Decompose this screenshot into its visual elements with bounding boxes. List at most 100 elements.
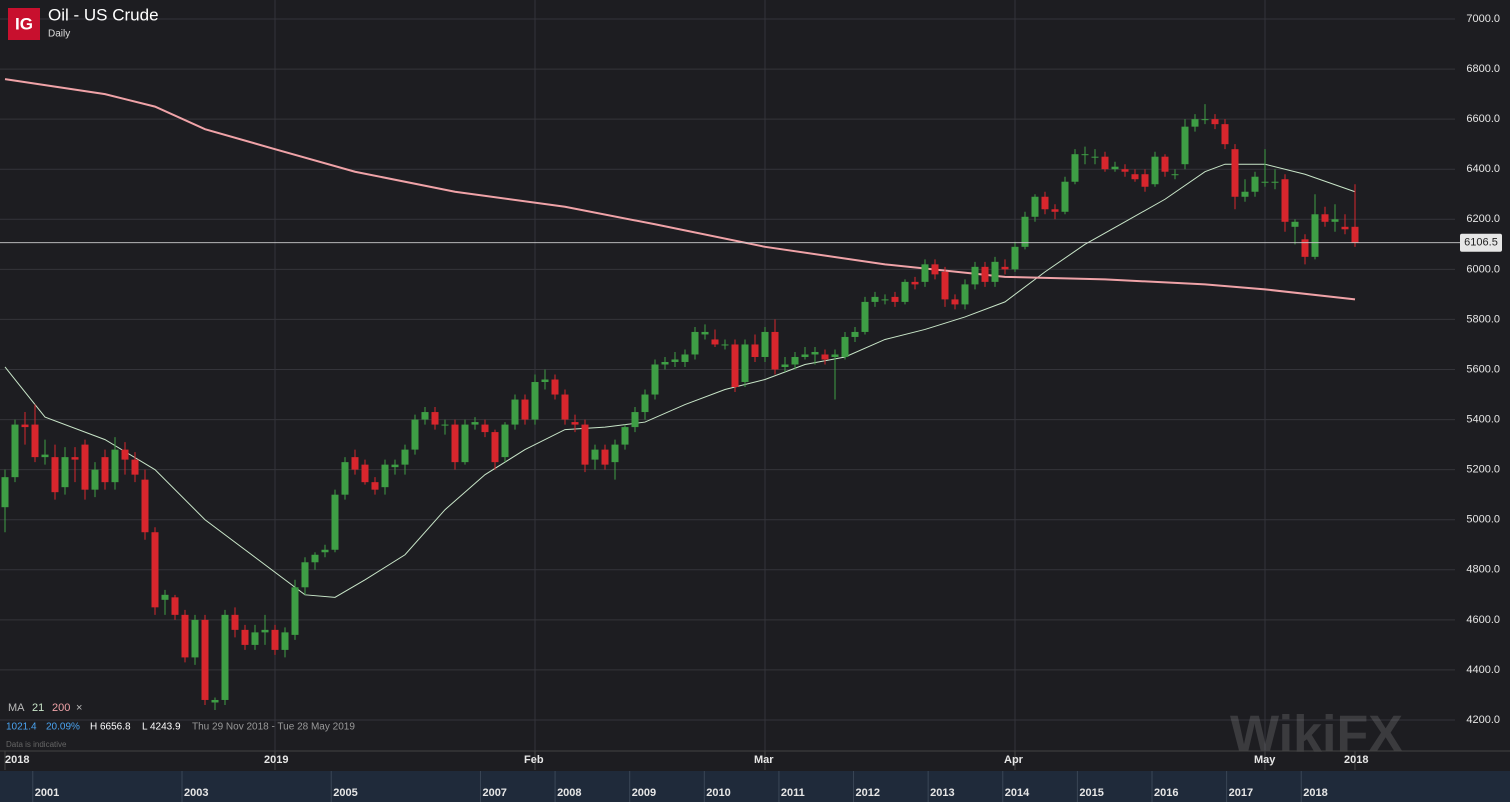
candle-body [251, 632, 259, 645]
ma-label: MA [8, 702, 25, 714]
candle-body [791, 356, 799, 365]
candle-body [851, 331, 859, 337]
x-tick-label: May [1254, 754, 1276, 766]
candle-body [721, 344, 729, 346]
candle-body [491, 432, 499, 463]
candle-body [301, 562, 309, 588]
y-tick-label: 6600.0 [1466, 113, 1500, 125]
candle-body [1241, 191, 1249, 197]
candle-body [1271, 181, 1279, 183]
candle-body [531, 382, 539, 420]
navigator-label: 2005 [333, 787, 357, 799]
candle-body [901, 281, 909, 302]
legend-entry[interactable]: 21 [32, 702, 44, 714]
candle-body [81, 444, 89, 490]
chart-title: Oil - US Crude [48, 5, 159, 24]
y-tick-label: 5600.0 [1466, 363, 1500, 375]
high: H 6656.8 [90, 722, 131, 733]
candle-body [321, 549, 329, 553]
range: Thu 29 Nov 2018 - Tue 28 May 2019 [192, 722, 355, 733]
axis: 4200.0 4400.0 4600.0 4800.0 5000.0 5200.0 5400… [4, 13, 1500, 802]
candle-body [211, 699, 219, 703]
x-tick-label: Feb [524, 754, 544, 766]
y-tick-label: 6200.0 [1466, 213, 1500, 225]
navigator-label: 2018 [1303, 787, 1327, 799]
candle-body [551, 379, 559, 395]
navigator-label: 2012 [856, 787, 880, 799]
candle-body [21, 424, 29, 428]
candle-body [11, 424, 19, 478]
candle-body [871, 296, 879, 302]
y-tick-label: 4200.0 [1466, 714, 1500, 726]
candle-body [631, 412, 639, 428]
candle-body [961, 284, 969, 305]
candle-body [771, 331, 779, 370]
candle-body [581, 424, 589, 465]
candle-body [821, 354, 829, 360]
candle-body [451, 424, 459, 463]
legend-entry[interactable]: 200 [52, 702, 70, 714]
candle-body [571, 422, 579, 425]
candle-body [1251, 176, 1259, 192]
logo [8, 8, 40, 40]
candle-body [1111, 166, 1119, 170]
candle-body [1171, 174, 1179, 176]
candle-body [651, 364, 659, 395]
candle-body [71, 457, 79, 460]
navigator-label: 2011 [781, 787, 805, 799]
candle-body [541, 379, 549, 383]
x-tick-label: 2018 [1344, 754, 1368, 766]
candle-body [731, 344, 739, 388]
candle-body [61, 457, 69, 488]
candle-body [121, 449, 129, 460]
navigator-label: 2014 [1005, 787, 1030, 799]
close-icon[interactable]: × [76, 702, 82, 714]
candle-body [921, 264, 929, 282]
navigator-label: 2009 [632, 787, 656, 799]
candle-body [311, 554, 319, 563]
y-tick-label: 6000.0 [1466, 263, 1500, 275]
candle-body [1181, 126, 1189, 165]
candle-body [671, 359, 679, 362]
candle-body [611, 444, 619, 463]
candle-body [141, 479, 149, 533]
candle-body [981, 266, 989, 282]
candle-body [471, 422, 479, 425]
moving-average [4, 163, 1356, 598]
candle-body [1071, 154, 1079, 182]
candle-body [1211, 119, 1219, 125]
candle-body [1321, 214, 1329, 222]
candle-body [221, 614, 229, 700]
candle-body [331, 494, 339, 550]
navigator[interactable] [0, 771, 1510, 802]
candle-body [641, 394, 649, 413]
y-tick-label: 4800.0 [1466, 564, 1500, 576]
candle-body [971, 266, 979, 285]
y-tick-label: 6400.0 [1466, 163, 1500, 175]
last-price-box [1460, 233, 1502, 252]
candle-body [521, 399, 529, 420]
candle-body [1151, 156, 1159, 185]
candle-body [1001, 266, 1009, 270]
candle-body [1221, 124, 1229, 145]
candle-body [171, 597, 179, 615]
x-tick-label: 2019 [264, 754, 288, 766]
candle-body [831, 354, 839, 357]
navigator-label: 2016 [1154, 787, 1178, 799]
candle-body [181, 614, 189, 658]
candle-body [431, 412, 439, 425]
grid [0, 0, 1455, 751]
y-tick-label: 5200.0 [1466, 464, 1500, 476]
navigator-label: 2007 [482, 787, 506, 799]
logo-text: IG [15, 14, 33, 33]
candle-body [861, 301, 869, 332]
candle-body [411, 419, 419, 450]
candle-body [281, 632, 289, 650]
candle-body [101, 457, 109, 483]
x-tick-label: 2018 [5, 754, 29, 766]
candle-body [1351, 226, 1359, 243]
change-pct: 20.09% [46, 722, 80, 733]
candle-body [1021, 216, 1029, 247]
y-tick-label: 5000.0 [1466, 514, 1500, 526]
